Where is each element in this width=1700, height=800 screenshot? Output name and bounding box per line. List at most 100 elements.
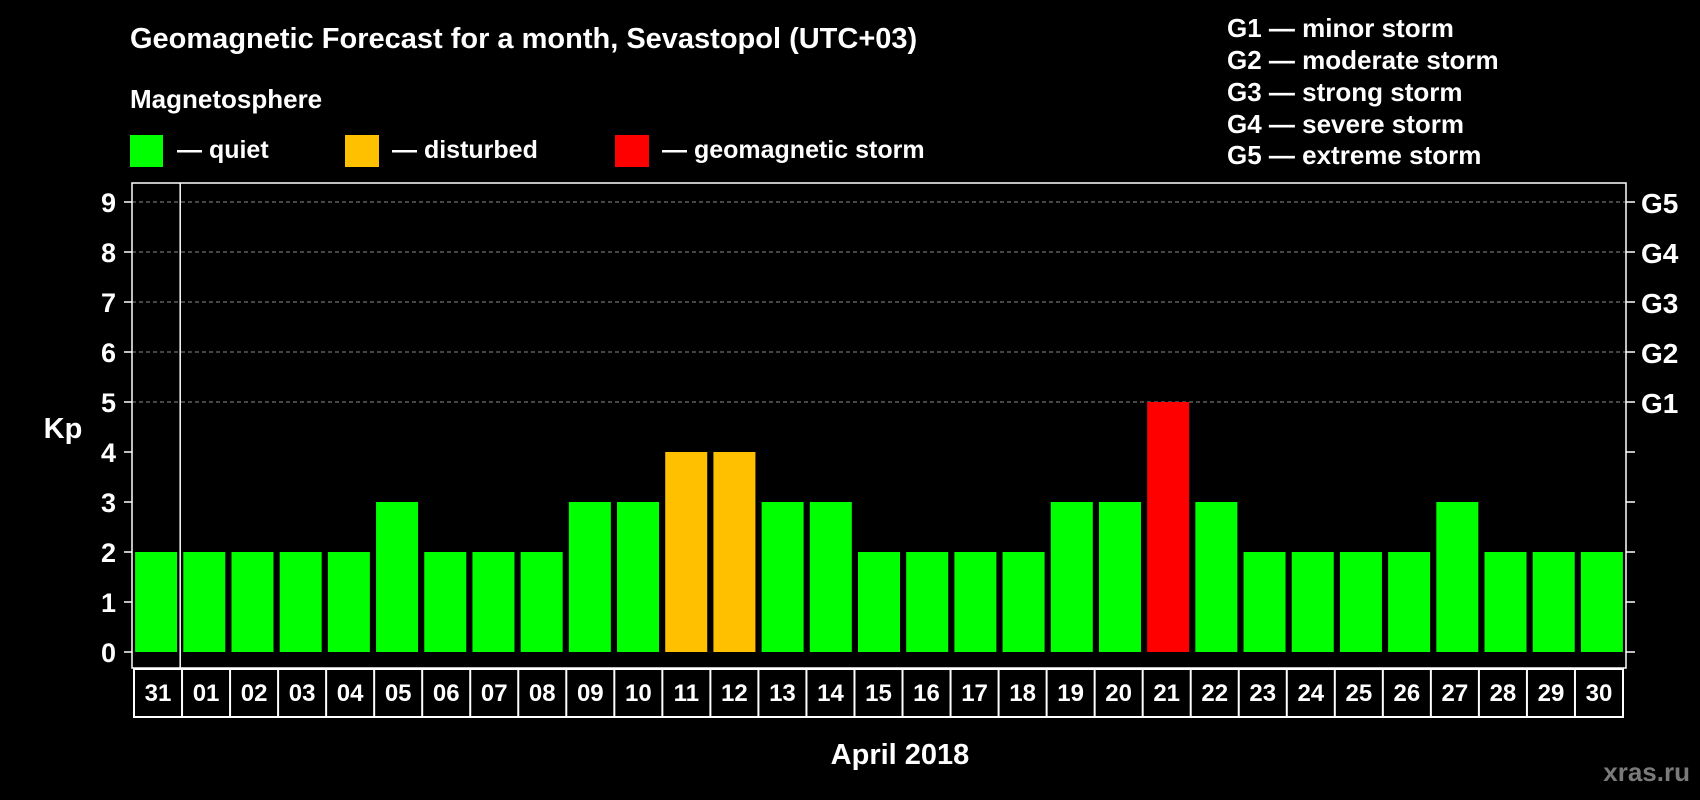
- bar-19: [1050, 502, 1093, 652]
- y-tick-label: 4: [101, 438, 116, 468]
- bar-31: [135, 552, 178, 652]
- date-label-09: 09: [577, 680, 604, 707]
- bar-17: [954, 552, 997, 652]
- bar-12: [713, 452, 756, 652]
- y-tick-label: 1: [101, 588, 116, 618]
- date-label-08: 08: [529, 680, 556, 707]
- chart-title: Geomagnetic Forecast for a month, Sevast…: [130, 23, 917, 55]
- date-label-12: 12: [721, 680, 748, 707]
- bar-series: [135, 402, 1623, 652]
- date-label-31: 31: [145, 680, 172, 707]
- y-tick-label: 5: [101, 388, 116, 418]
- y-tick-label: 3: [101, 488, 116, 518]
- bar-10: [617, 502, 660, 652]
- bar-21: [1147, 402, 1190, 652]
- storm-scale-g1: G1 — minor storm: [1227, 13, 1454, 43]
- chart-subtitle: Magnetosphere: [130, 84, 322, 114]
- y-tick-label: 2: [101, 538, 116, 568]
- bar-01: [183, 552, 226, 652]
- date-label-15: 15: [865, 680, 892, 707]
- bar-14: [809, 502, 852, 652]
- date-label-11: 11: [674, 680, 699, 707]
- bar-13: [761, 502, 804, 652]
- watermark: xras.ru: [1603, 757, 1690, 787]
- color-legend: — quiet — disturbed — geomagnetic storm: [130, 135, 925, 167]
- gridlines: [132, 201, 1626, 403]
- bar-30: [1580, 552, 1623, 652]
- bar-11: [665, 452, 708, 652]
- date-label-17: 17: [961, 680, 988, 707]
- bar-20: [1098, 502, 1141, 652]
- date-strip: [133, 668, 1624, 718]
- bar-16: [906, 552, 949, 652]
- bar-09: [568, 502, 611, 652]
- date-label-13: 13: [769, 680, 796, 707]
- date-label-28: 28: [1490, 680, 1517, 707]
- date-label-01: 01: [193, 680, 220, 707]
- date-label-20: 20: [1105, 680, 1132, 707]
- y-tick-label: 6: [101, 338, 116, 368]
- right-axis: G1 G2 G3 G4 G5: [1626, 188, 1679, 653]
- bar-22: [1195, 502, 1238, 652]
- date-label-27: 27: [1442, 680, 1469, 707]
- bar-27: [1436, 502, 1479, 652]
- storm-scale-legend: G1 — minor storm G2 — moderate storm G3 …: [1227, 13, 1499, 170]
- bar-24: [1291, 552, 1334, 652]
- bar-18: [1002, 552, 1045, 652]
- y-tick-label: 7: [101, 288, 116, 318]
- date-label-06: 06: [433, 680, 460, 707]
- date-label-05: 05: [385, 680, 412, 707]
- right-tick-label-g3: G3: [1641, 288, 1678, 319]
- legend-swatch-quiet: [130, 135, 163, 167]
- right-tick-label-g5: G5: [1641, 188, 1678, 219]
- bar-28: [1484, 552, 1527, 652]
- legend-swatch-disturbed: [345, 135, 379, 167]
- date-label-24: 24: [1297, 680, 1324, 707]
- storm-scale-g4: G4 — severe storm: [1227, 109, 1464, 139]
- legend-label-storm: — geomagnetic storm: [662, 136, 925, 164]
- bar-05: [376, 502, 419, 652]
- storm-scale-g2: G2 — moderate storm: [1227, 45, 1499, 75]
- date-label-03: 03: [289, 680, 316, 707]
- date-label-26: 26: [1394, 680, 1421, 707]
- y-tick-label: 8: [101, 238, 116, 268]
- date-label-10: 10: [625, 680, 652, 707]
- y-axis: 0 1 2 3 4 5 6 7 8 9: [101, 188, 132, 668]
- bar-08: [520, 552, 563, 652]
- right-tick-label-g2: G2: [1641, 338, 1678, 369]
- legend-swatch-storm: [615, 135, 649, 167]
- date-label-14: 14: [817, 680, 844, 707]
- bar-06: [424, 552, 467, 652]
- date-label-07: 07: [481, 680, 508, 707]
- date-label-23: 23: [1249, 680, 1276, 707]
- bar-23: [1243, 552, 1286, 652]
- bar-25: [1339, 552, 1382, 652]
- date-label-25: 25: [1345, 680, 1372, 707]
- date-label-19: 19: [1057, 680, 1084, 707]
- date-label-30: 30: [1586, 680, 1613, 707]
- bar-03: [279, 552, 322, 652]
- bar-04: [327, 552, 370, 652]
- legend-label-disturbed: — disturbed: [392, 136, 538, 164]
- date-label-22: 22: [1201, 680, 1228, 707]
- bar-15: [858, 552, 900, 652]
- right-tick-label-g1: G1: [1641, 388, 1678, 419]
- date-label-21: 21: [1153, 680, 1180, 707]
- y-axis-label: Kp: [44, 413, 83, 445]
- date-label-04: 04: [337, 680, 364, 707]
- date-label-16: 16: [913, 680, 940, 707]
- bar-26: [1388, 552, 1431, 652]
- x-axis: 31 01 02 03 04 05 06 07 08 09 10 11 12 13 14 15 16 17 18 19…: [133, 668, 1624, 718]
- x-axis-label: April 2018: [831, 739, 970, 771]
- bar-07: [472, 552, 515, 652]
- y-tick-label: 9: [101, 188, 116, 218]
- bar-02: [231, 552, 274, 652]
- storm-scale-g3: G3 — strong storm: [1227, 77, 1462, 107]
- date-label-02: 02: [241, 680, 268, 707]
- y-tick-label: 0: [101, 638, 116, 668]
- date-label-18: 18: [1009, 680, 1036, 707]
- bar-29: [1532, 552, 1575, 652]
- legend-label-quiet: — quiet: [177, 136, 269, 164]
- right-tick-label-g4: G4: [1641, 238, 1679, 269]
- storm-scale-g5: G5 — extreme storm: [1227, 140, 1481, 170]
